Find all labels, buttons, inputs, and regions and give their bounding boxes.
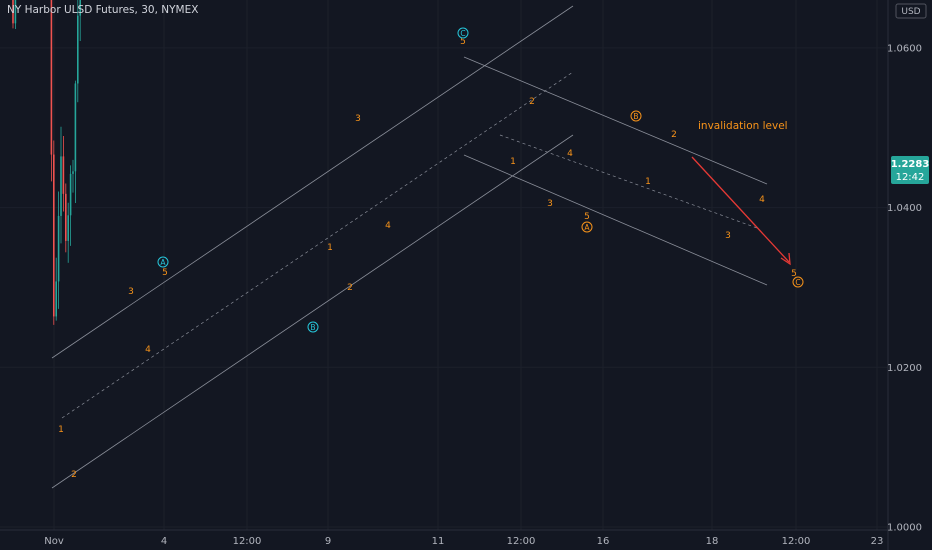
candle-body (77, 15, 79, 84)
candle-body (62, 156, 65, 194)
wave-circle (630, 110, 642, 122)
channel-mid-line (61, 71, 574, 419)
wave-circle (307, 321, 319, 333)
currency-unit-badge[interactable]: USD (895, 3, 927, 19)
time-tick-label: 12:00 (233, 536, 262, 547)
current-price-value: 1.2283 (891, 159, 930, 170)
candlesticks (12, 0, 81, 325)
channel-lower-line (51, 134, 574, 489)
wave-label: 4 (759, 195, 765, 205)
currency-unit-label: USD (901, 7, 920, 17)
wave-label: 1 (327, 243, 333, 253)
wave-label: 4 (385, 221, 391, 231)
candle-body (60, 156, 62, 216)
wave-label: 5 (460, 37, 466, 47)
time-tick-label: 4 (161, 536, 167, 547)
invalidation-level-label: invalidation level (698, 120, 788, 132)
wave-circle (581, 221, 593, 233)
price-tick-label: 1.0000 (887, 523, 922, 534)
time-tick-label: 9 (325, 536, 331, 547)
wave-label: 2 (347, 283, 353, 293)
wave-label: 1 (58, 425, 64, 435)
wave-label: 2 (71, 470, 77, 480)
elliott-wave-circle-labels: A B C A B C (157, 27, 804, 333)
down-channel-lower-line (463, 154, 768, 286)
candle-body (12, 0, 14, 24)
currency-unit-border (895, 3, 927, 19)
price-tick-label: 1.0600 (887, 43, 922, 54)
candle-body (79, 0, 81, 16)
time-tick-label: 16 (597, 536, 610, 547)
wave-circle (157, 256, 169, 268)
chart-title: NY Harbor ULSD Futures, 30, NYMEX (7, 4, 199, 16)
wave-circle (792, 276, 804, 288)
price-tick-label: 1.0200 (887, 363, 922, 374)
wave-label: 5 (791, 269, 797, 279)
wave-circle-label: C (460, 29, 465, 38)
time-tick-label: 12:00 (507, 536, 536, 547)
bar-countdown: 12:42 (896, 172, 925, 183)
trend-channels (51, 5, 768, 489)
candle-body (74, 83, 77, 172)
wave-label: 5 (162, 268, 168, 278)
wave-label: 3 (355, 114, 361, 124)
candle-body (57, 215, 60, 282)
wave-circle (457, 27, 469, 39)
projection-arrow (691, 156, 790, 263)
candle-body (55, 281, 57, 317)
wave-label: 4 (567, 149, 573, 159)
time-tick-label: 11 (432, 536, 445, 547)
wave-label: 1 (645, 177, 651, 187)
wave-label: 2 (529, 97, 535, 107)
candle-body (14, 0, 17, 24)
wave-circle-label: A (160, 258, 166, 267)
time-axis-panel[interactable] (0, 530, 888, 550)
candle-body (65, 193, 67, 241)
wave-label: 5 (584, 212, 590, 222)
wave-label: 1 (510, 157, 516, 167)
elliott-wave-labels: 1 2 3 4 5 1 2 3 4 5 1 2 3 4 5 1 2 4 3 5 (58, 37, 797, 480)
wave-circle-label: B (310, 323, 315, 332)
wave-label: 3 (128, 287, 134, 297)
wave-label: 3 (547, 199, 553, 209)
candle-body (67, 215, 69, 241)
channel-upper-line (51, 5, 574, 359)
grid-lines (0, 0, 888, 530)
wave-label: 3 (725, 231, 731, 241)
time-tick-label: 12:00 (782, 536, 811, 547)
wave-circle-label: C (795, 278, 800, 287)
wave-label: 4 (145, 345, 151, 355)
candle-body (72, 171, 74, 174)
candle-body (53, 154, 55, 317)
wave-label: 2 (671, 130, 677, 140)
price-axis-panel[interactable] (888, 0, 932, 550)
wave-circle-label: A (584, 223, 590, 232)
time-tick-label: 18 (706, 536, 719, 547)
price-axis-ticks: 1.00001.02001.04001.06001.08001.10001.12… (887, 43, 922, 534)
current-price-background (891, 156, 929, 184)
candle-body (69, 173, 72, 216)
time-tick-label: Nov (44, 536, 64, 547)
wave-circle-label: B (633, 112, 638, 121)
candle-body (50, 0, 53, 155)
projection-arrowhead-icon (780, 252, 791, 266)
price-tick-label: 1.0400 (887, 203, 922, 214)
current-price-badge: 1.2283 12:42 (891, 156, 930, 184)
down-channel-upper-line (463, 56, 768, 185)
time-axis-ticks: Nov 4 12:00 9 11 12:00 16 18 12:00 23 (44, 536, 883, 547)
time-tick-label: 23 (871, 536, 884, 547)
